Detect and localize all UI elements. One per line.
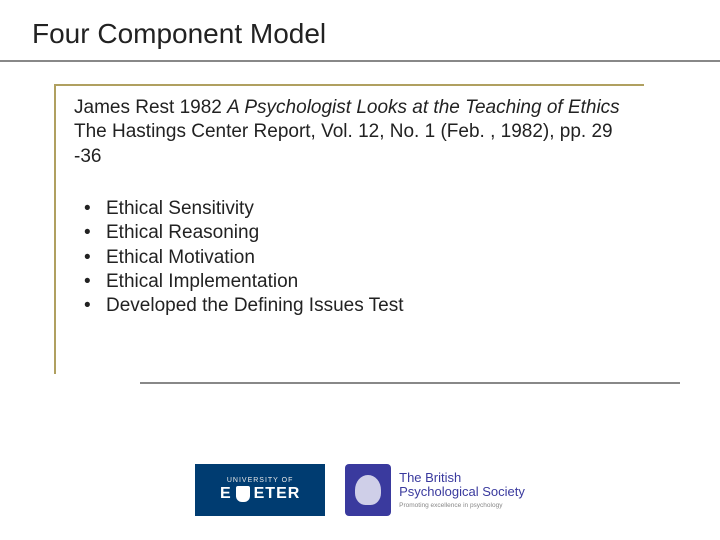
exeter-top-text: UNIVERSITY OF	[227, 477, 294, 484]
list-item: Developed the Defining Issues Test	[80, 294, 628, 318]
bps-text: The British Psychological Society Promot…	[399, 471, 525, 509]
page-title: Four Component Model	[32, 18, 720, 50]
bps-line1: The British	[399, 471, 525, 485]
citation: James Rest 1982 A Psychologist Looks at …	[74, 96, 628, 169]
bottom-rule	[140, 382, 680, 384]
bps-line2: Psychological Society	[399, 485, 525, 499]
exeter-logo: UNIVERSITY OF E ETER	[195, 464, 325, 516]
content-inner: James Rest 1982 A Psychologist Looks at …	[56, 86, 644, 319]
title-rule	[0, 60, 720, 62]
bps-seal-icon	[345, 464, 391, 516]
footer-logos: UNIVERSITY OF E ETER The British Psychol…	[0, 464, 720, 516]
list-item: Ethical Reasoning	[80, 221, 628, 245]
bps-logo: The British Psychological Society Promot…	[345, 464, 525, 516]
bps-tagline: Promoting excellence in psychology	[399, 502, 525, 509]
crest-icon	[236, 486, 250, 502]
citation-prefix: James Rest 1982	[74, 97, 227, 118]
content-frame: James Rest 1982 A Psychologist Looks at …	[54, 84, 644, 374]
exeter-main-text: E ETER	[220, 485, 300, 503]
list-item: Ethical Motivation	[80, 246, 628, 270]
list-item: Ethical Sensitivity	[80, 197, 628, 221]
list-item: Ethical Implementation	[80, 270, 628, 294]
citation-suffix: The Hastings Center Report, Vol. 12, No.…	[74, 121, 613, 166]
bullet-list: Ethical Sensitivity Ethical Reasoning Et…	[74, 197, 628, 319]
exeter-badge: UNIVERSITY OF E ETER	[195, 464, 325, 516]
title-block: Four Component Model	[0, 0, 720, 50]
citation-italic: A Psychologist Looks at the Teaching of …	[227, 97, 620, 118]
psyche-head-icon	[355, 475, 381, 505]
